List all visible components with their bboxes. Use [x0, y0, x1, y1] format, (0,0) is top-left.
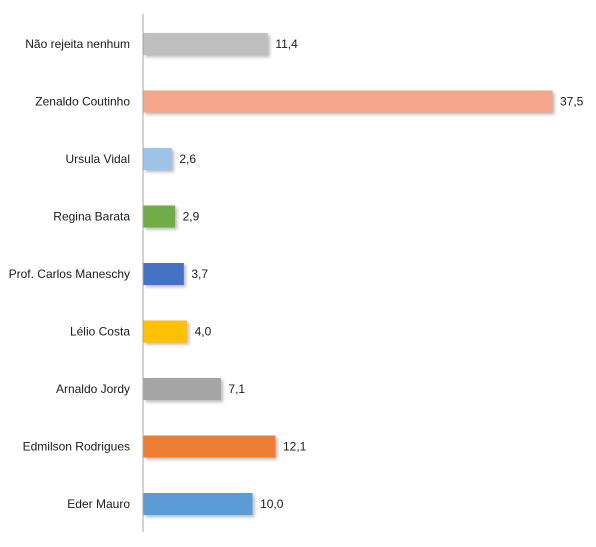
category-label-7: Edmilson Rodrigues: [23, 440, 130, 454]
bar-1: [143, 90, 553, 113]
bar-5: [143, 320, 188, 343]
value-label-3: 2,9: [183, 210, 200, 224]
category-label-0: Não rejeita nenhum: [25, 37, 130, 51]
bar-2: [143, 148, 172, 170]
bar-7: [143, 435, 276, 458]
category-label-1: Zenaldo Coutinho: [35, 95, 130, 109]
category-label-5: Lélio Costa: [70, 325, 130, 339]
value-label-6: 7,1: [228, 382, 245, 396]
bar-6: [143, 378, 221, 400]
category-label-4: Prof. Carlos Maneschy: [9, 267, 130, 281]
value-label-8: 10,0: [260, 497, 284, 511]
bars-layer: [143, 33, 553, 515]
bar-0: [143, 33, 268, 55]
bar-4: [143, 263, 184, 285]
bar-8: [143, 493, 253, 515]
category-label-2: Ursula Vidal: [66, 152, 130, 166]
value-label-4: 3,7: [191, 267, 208, 281]
labels-layer: Não rejeita nenhum 11,4 Zenaldo Coutinho 37…: [9, 37, 584, 511]
value-label-2: 2,6: [179, 152, 196, 166]
category-label-8: Eder Mauro: [67, 497, 130, 511]
category-label-6: Arnaldo Jordy: [56, 382, 130, 396]
value-label-5: 4,0: [195, 325, 212, 339]
category-label-3: Regina Barata: [53, 210, 130, 224]
bar-3: [143, 205, 176, 228]
value-label-1: 37,5: [560, 95, 584, 109]
value-label-0: 11,4: [275, 37, 298, 51]
value-label-7: 12,1: [283, 440, 307, 454]
